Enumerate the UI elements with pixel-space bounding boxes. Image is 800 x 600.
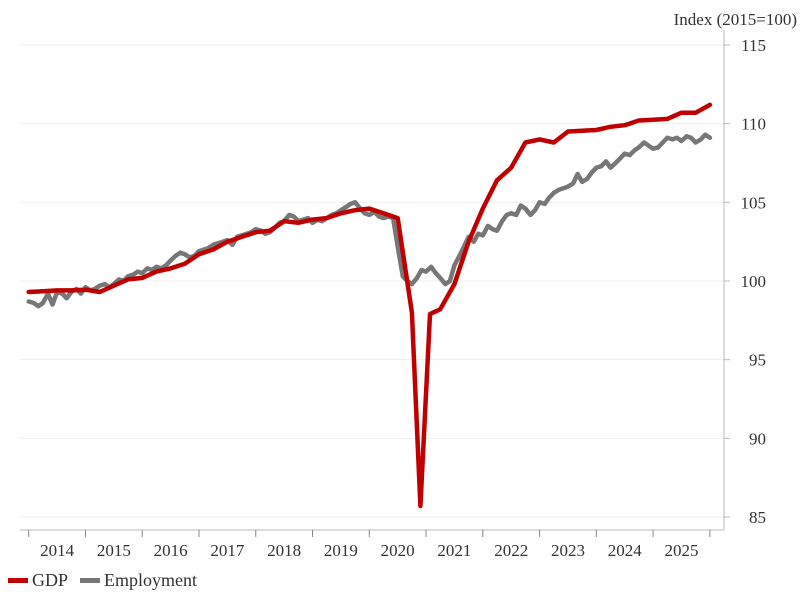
y-axis-title: Index (2015=100) — [674, 10, 797, 29]
axes — [20, 30, 730, 537]
x-tick-label: 2023 — [551, 541, 585, 560]
series-line-gdp — [26, 102, 713, 509]
y-tick-label: 105 — [741, 193, 767, 212]
tick-labels: 85 90 95 100 105 110 115 2014 2015 2016 2017 2018 20… — [40, 36, 766, 560]
legend-label: Employment — [104, 570, 198, 590]
y-tick-label: 85 — [749, 508, 766, 527]
series-lines — [26, 102, 713, 509]
legend-label: GDP — [32, 570, 69, 590]
y-tick-label: 90 — [749, 429, 766, 448]
x-tick-label: 2017 — [210, 541, 245, 560]
x-tick-label: 2022 — [494, 541, 528, 560]
gridlines — [20, 44, 724, 518]
y-tick-label: 110 — [741, 115, 766, 134]
x-tick-label: 2014 — [40, 541, 75, 560]
x-tick-label: 2024 — [608, 541, 643, 560]
y-tick-label: 115 — [741, 36, 766, 55]
legend-swatch — [80, 578, 101, 583]
x-tick-label: 2016 — [154, 541, 188, 560]
legend-item-employment: Employment — [80, 570, 197, 591]
x-tick-label: 2019 — [324, 541, 358, 560]
legend-item-gdp: GDP — [8, 570, 68, 591]
series-line-employment — [26, 132, 713, 309]
x-tick-label: 2015 — [97, 541, 131, 560]
legend-swatch — [8, 578, 28, 583]
x-tick-label: 2018 — [267, 541, 301, 560]
x-tick-label: 2020 — [381, 541, 415, 560]
y-tick-label: 100 — [741, 272, 767, 291]
y-tick-label: 95 — [749, 351, 766, 370]
x-tick-label: 2021 — [437, 541, 471, 560]
x-tick-label: 2025 — [664, 541, 698, 560]
legend: GDP Employment — [8, 570, 209, 591]
